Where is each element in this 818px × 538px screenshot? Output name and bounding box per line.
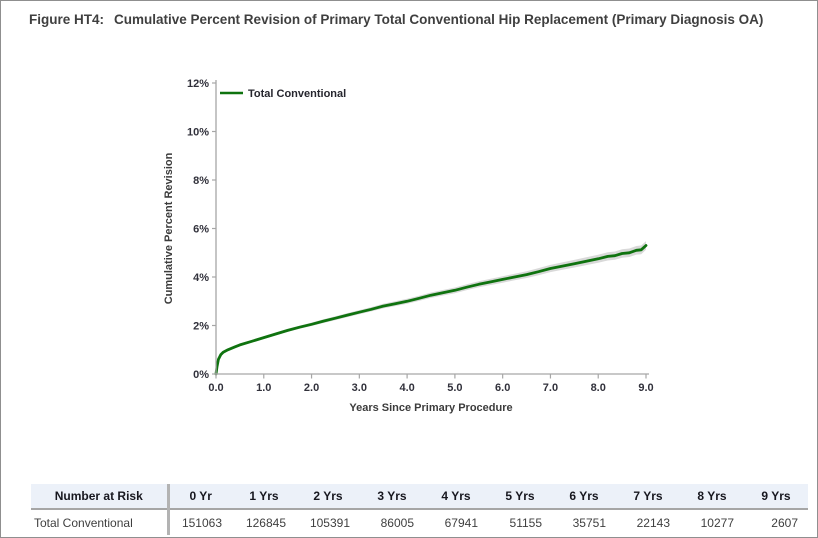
table-header-cell: 9 Yrs bbox=[744, 484, 808, 510]
x-tick-label: 2.0 bbox=[304, 382, 319, 394]
x-tick-label: 3.0 bbox=[352, 382, 367, 394]
y-tick-label: 12% bbox=[187, 78, 209, 90]
row-label-cell: Total Conventional bbox=[31, 509, 170, 535]
x-tick-label: 8.0 bbox=[591, 382, 606, 394]
table-header-cell: 0 Yr bbox=[168, 484, 232, 510]
table-header-cell: 7 Yrs bbox=[616, 484, 680, 510]
number-at-risk-cell: 22143 bbox=[636, 515, 670, 530]
revision-curve-chart: 0% 2% 4% 6% 8% 10% 12% 0.0 1.0 2.0 3.0 4.0 5.0 6.0 7.0… bbox=[163, 78, 654, 414]
number-at-risk-cell: 151063 bbox=[181, 515, 222, 530]
number-at-risk-cell: 35751 bbox=[572, 515, 606, 530]
x-tick-label: 1.0 bbox=[256, 382, 271, 394]
x-tick-label: 9.0 bbox=[638, 382, 653, 394]
number-at-risk-cell: 105391 bbox=[309, 515, 350, 530]
table-header-cell: 1 Yrs bbox=[232, 484, 296, 510]
legend-label: Total Conventional bbox=[248, 88, 346, 100]
axes bbox=[212, 80, 649, 379]
y-tick-label: 0% bbox=[193, 369, 209, 381]
y-tick-label: 4% bbox=[193, 272, 209, 284]
y-tick-label: 10% bbox=[187, 127, 209, 139]
table-header-cell: 2 Yrs bbox=[296, 484, 360, 510]
number-at-risk-cell: 10277 bbox=[700, 515, 734, 530]
number-at-risk-cell: 86005 bbox=[380, 515, 414, 530]
number-at-risk-table: Number at Risk 0 Yr 1 Yrs 2 Yrs 3 Yrs 4 Yrs 5 … bbox=[31, 484, 808, 535]
x-axis-label: Years Since Primary Procedure bbox=[349, 402, 512, 414]
figure-title: Cumulative Percent Revision of Primary T… bbox=[114, 12, 764, 27]
x-tick-label: 6.0 bbox=[495, 382, 510, 394]
y-tick-label: 2% bbox=[193, 321, 209, 333]
confidence-band bbox=[216, 241, 646, 374]
table-header-cell: 3 Yrs bbox=[360, 484, 424, 510]
table-row: Total Conventional 151063 126845 105391 8600… bbox=[31, 509, 808, 535]
figure-heading: Figure HT4: Cumulative Percent Revision … bbox=[29, 10, 787, 30]
figure-number-label: Figure HT4: bbox=[29, 12, 105, 27]
number-at-risk-cell: 2607 bbox=[771, 515, 798, 530]
number-at-risk-cell: 67941 bbox=[444, 515, 478, 530]
table-header-cell: 6 Yrs bbox=[552, 484, 616, 510]
x-tick-label: 5.0 bbox=[447, 382, 462, 394]
table-header-cell: 4 Yrs bbox=[424, 484, 488, 510]
legend: Total Conventional bbox=[220, 88, 346, 100]
y-axis-label: Cumulative Percent Revision bbox=[163, 152, 175, 304]
table-header-cell: 8 Yrs bbox=[680, 484, 744, 510]
x-tick-label: 0.0 bbox=[208, 382, 223, 394]
x-tick-label: 4.0 bbox=[399, 382, 414, 394]
x-tick-label: 7.0 bbox=[543, 382, 558, 394]
number-at-risk-cell: 126845 bbox=[245, 515, 286, 530]
table-header-row: Number at Risk 0 Yr 1 Yrs 2 Yrs 3 Yrs 4 Yrs 5 … bbox=[31, 484, 808, 510]
y-tick-label: 8% bbox=[193, 175, 209, 187]
table-header-cell: 5 Yrs bbox=[488, 484, 552, 510]
table-header-cell: Number at Risk bbox=[31, 484, 170, 510]
y-tick-label: 6% bbox=[193, 224, 209, 236]
tick-labels: 0% 2% 4% 6% 8% 10% 12% 0.0 1.0 2.0 3.0 4.0 5.0 6.0 7.0… bbox=[187, 78, 654, 394]
number-at-risk-cell: 51155 bbox=[509, 515, 542, 530]
revision-curve-line bbox=[214, 244, 648, 376]
